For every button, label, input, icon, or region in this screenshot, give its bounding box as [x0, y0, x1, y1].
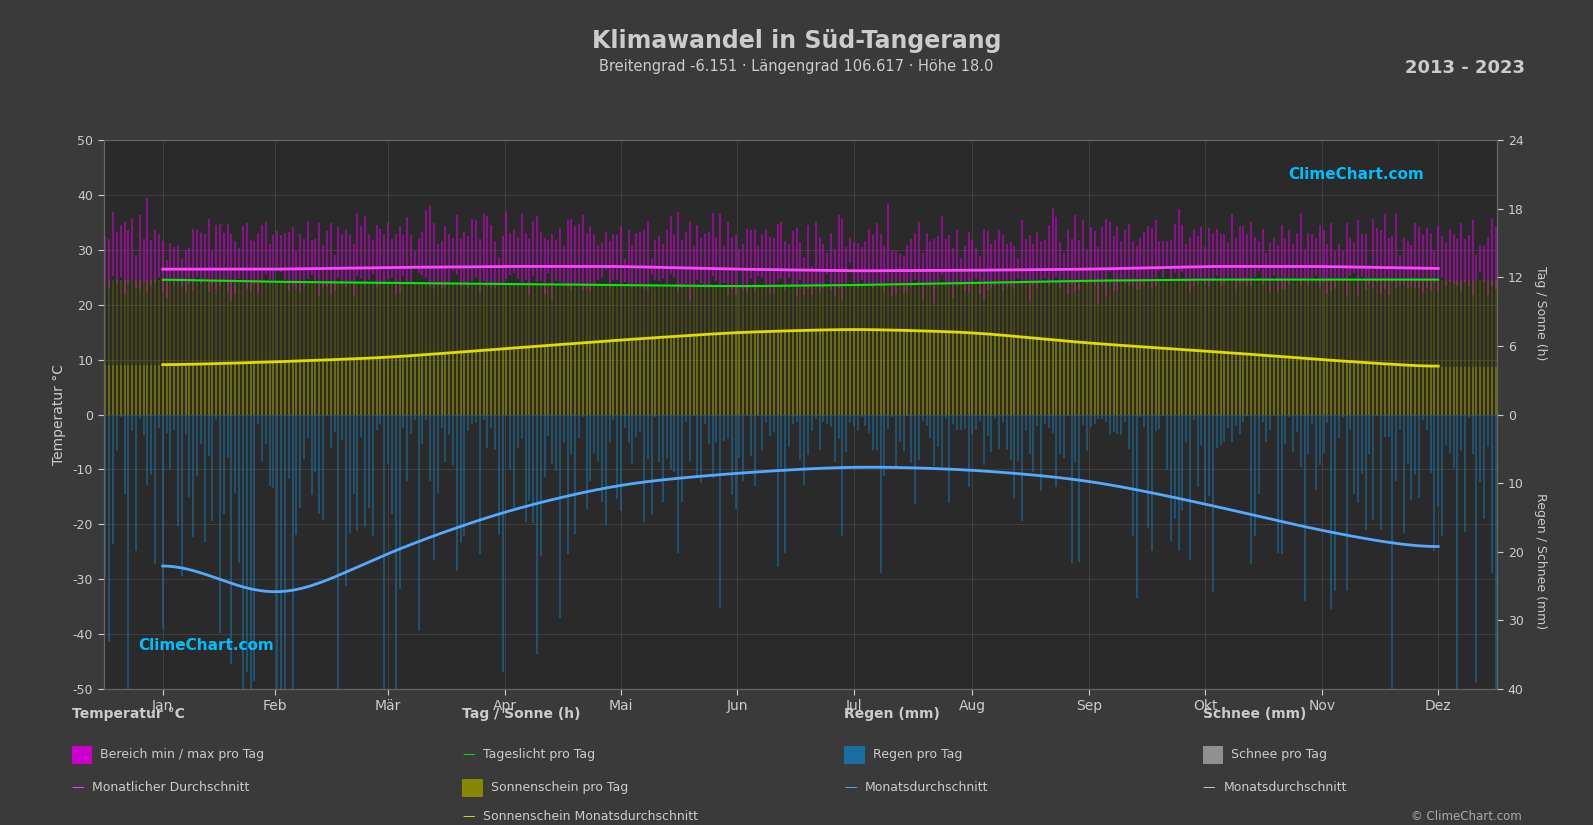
Text: Tag / Sonne (h): Tag / Sonne (h) [462, 707, 580, 721]
Text: Monatsdurchschnitt: Monatsdurchschnitt [865, 781, 989, 794]
Text: Monatlicher Durchschnitt: Monatlicher Durchschnitt [92, 781, 250, 794]
Text: Bereich min / max pro Tag: Bereich min / max pro Tag [100, 748, 264, 761]
Text: Regen (mm): Regen (mm) [844, 707, 940, 721]
Text: 2013 - 2023: 2013 - 2023 [1405, 59, 1525, 78]
Text: ClimeChart.com: ClimeChart.com [1289, 167, 1424, 182]
Text: —: — [72, 781, 84, 794]
Text: —: — [1203, 781, 1215, 794]
Y-axis label: Temperatur °C: Temperatur °C [51, 364, 65, 465]
Text: Regen pro Tag: Regen pro Tag [873, 748, 962, 761]
Text: Tag / Sonne (h): Tag / Sonne (h) [1534, 266, 1547, 361]
Text: Temperatur °C: Temperatur °C [72, 707, 185, 721]
Text: —: — [462, 748, 475, 761]
Text: Regen / Schnee (mm): Regen / Schnee (mm) [1534, 493, 1547, 629]
Text: Schnee (mm): Schnee (mm) [1203, 707, 1306, 721]
Text: Klimawandel in Süd-Tangerang: Klimawandel in Süd-Tangerang [591, 29, 1002, 53]
Text: —: — [844, 781, 857, 794]
Text: ClimeChart.com: ClimeChart.com [139, 639, 274, 653]
Text: Monatsdurchschnitt: Monatsdurchschnitt [1223, 781, 1348, 794]
Text: Sonnenschein pro Tag: Sonnenschein pro Tag [491, 781, 628, 794]
Text: Breitengrad -6.151 · Längengrad 106.617 · Höhe 18.0: Breitengrad -6.151 · Längengrad 106.617 … [599, 59, 994, 74]
Text: Schnee pro Tag: Schnee pro Tag [1231, 748, 1327, 761]
Text: © ClimeChart.com: © ClimeChart.com [1410, 810, 1521, 823]
Text: —: — [462, 810, 475, 823]
Text: Tageslicht pro Tag: Tageslicht pro Tag [483, 748, 594, 761]
Text: Sonnenschein Monatsdurchschnitt: Sonnenschein Monatsdurchschnitt [483, 810, 698, 823]
